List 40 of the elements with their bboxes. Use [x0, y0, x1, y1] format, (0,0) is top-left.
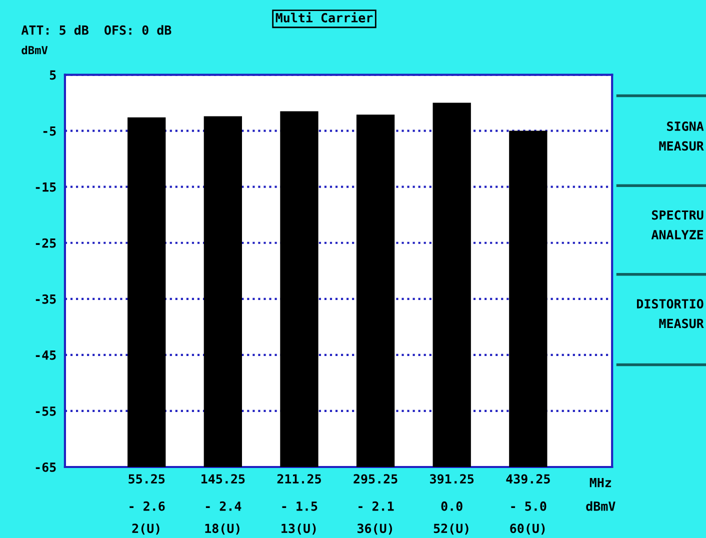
text: DISTORTIO MEASUR — [636, 299, 704, 328]
text: 52(U) — [434, 523, 468, 535]
bar — [280, 111, 318, 467]
y-tick-label: -5 — [43, 126, 56, 136]
bar — [432, 102, 471, 467]
text: 36(U) — [357, 523, 392, 535]
y-tick-label: -25 — [36, 238, 56, 248]
data-label: - 2.4 — [206, 501, 242, 511]
data-label: 0.0 — [441, 501, 462, 511]
y-tick-label: 5 — [50, 70, 56, 80]
x-tick-label: 391.25 — [430, 474, 474, 484]
bar — [128, 117, 166, 467]
bar — [509, 130, 548, 467]
data-label: - 2.6 — [130, 501, 165, 511]
y-tick-label: -15 — [36, 182, 56, 192]
data-label: - 1.5 — [282, 502, 318, 511]
x-tick-label: 295.25 — [354, 474, 398, 484]
text: 13(U) — [282, 523, 316, 535]
data-label: - 5.0 — [511, 501, 546, 511]
y-tick-label: -55 — [36, 406, 56, 416]
x-tick-label: 55.25 — [128, 474, 165, 484]
chart-subtitle: ATT: 5 dB OFS: 0 dB — [21, 25, 172, 35]
y-tick-label: -35 — [36, 294, 56, 304]
text: SIGNA MEASUR — [659, 122, 704, 151]
x-tick-label: 439.25 — [506, 474, 550, 484]
chart-title: Multi Carrier — [276, 12, 373, 22]
text: 2(U) — [132, 523, 160, 535]
y-tick-label: -65 — [36, 462, 56, 472]
bar — [204, 116, 242, 467]
x-tick-label: 211.25 — [277, 474, 321, 484]
text: 18(U) — [205, 523, 240, 535]
text: MHz — [590, 478, 612, 488]
text: 60(U) — [510, 523, 545, 535]
y-axis-title: dBmV — [22, 46, 48, 54]
text: SPECTRU ANALYZE — [651, 210, 704, 240]
x-tick-label: 145.25 — [201, 474, 245, 484]
text: dBmV — [586, 501, 616, 511]
bar — [356, 114, 395, 467]
y-tick-label: -45 — [36, 350, 56, 360]
data-label: - 2.1 — [358, 501, 394, 511]
